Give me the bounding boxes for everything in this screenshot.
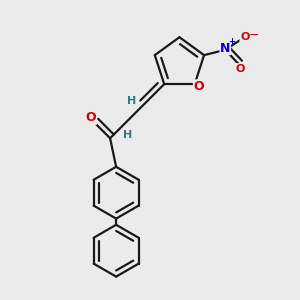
Text: O: O (194, 80, 204, 93)
Text: O: O (240, 32, 249, 42)
Text: H: H (127, 95, 136, 106)
Text: −: − (248, 28, 259, 42)
Text: +: + (228, 37, 235, 46)
Text: O: O (236, 64, 245, 74)
Text: N: N (220, 42, 230, 55)
Text: H: H (123, 130, 133, 140)
Text: O: O (85, 111, 96, 124)
